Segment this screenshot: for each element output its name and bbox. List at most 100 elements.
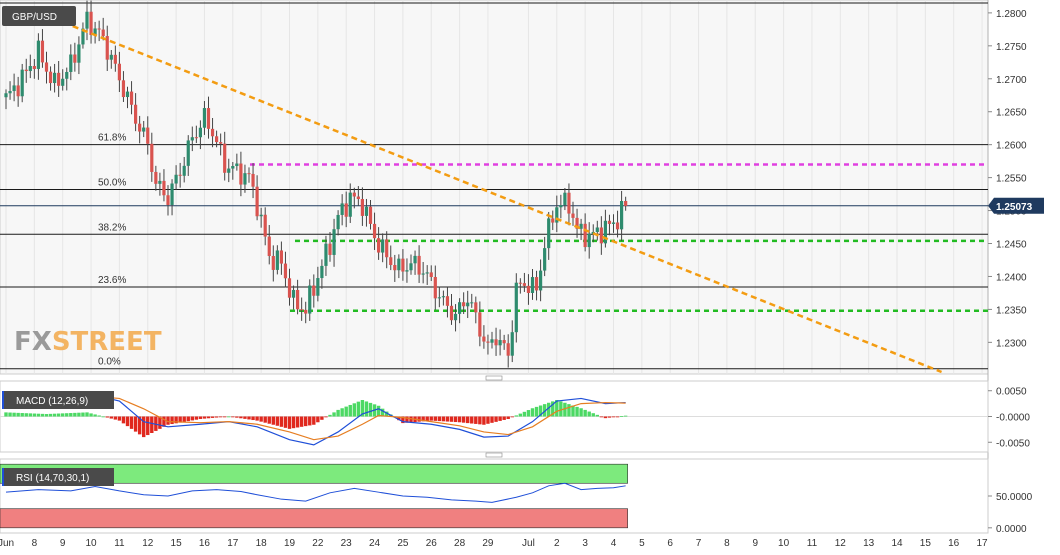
macd-histogram-bar <box>69 413 73 417</box>
macd-histogram-bar <box>380 408 385 417</box>
candle-down <box>279 250 283 264</box>
macd-histogram-bar <box>8 412 12 417</box>
macd-histogram-bar <box>587 411 591 417</box>
candle-up <box>453 313 458 321</box>
candle-down <box>101 29 105 37</box>
candle-up <box>490 339 494 343</box>
macd-histogram-bar <box>65 413 69 417</box>
candle-down <box>433 276 437 299</box>
candle-down <box>474 302 478 313</box>
candle-up <box>348 192 352 217</box>
macd-histogram-bar <box>239 416 243 419</box>
macd-histogram-bar <box>591 413 595 417</box>
rsi-label[interactable]: RSI (14,70,30,1) <box>2 468 114 486</box>
x-tick-label: 15 <box>171 538 183 549</box>
macd-histogram-bar <box>32 413 37 417</box>
rsi-overbought-band <box>0 463 628 484</box>
candle-up <box>198 127 202 138</box>
macd-histogram-bar <box>182 416 186 422</box>
macd-histogram-bar <box>575 406 579 417</box>
macd-histogram-bar <box>360 400 365 417</box>
macd-histogram-bar <box>567 404 571 417</box>
candle-up <box>340 203 344 215</box>
macd-histogram-bar <box>194 416 199 420</box>
macd-histogram-bar <box>478 416 482 425</box>
macd-histogram-bar <box>259 416 263 422</box>
candle-up <box>4 93 8 98</box>
macd-histogram-bar <box>295 416 300 428</box>
macd-label-text: MACD (12,26,9) <box>16 396 88 407</box>
candle-up <box>170 183 174 205</box>
macd-histogram-bar <box>170 416 174 425</box>
candle-up <box>332 229 336 255</box>
macd-histogram-bar <box>16 412 20 417</box>
candle-down <box>97 28 101 30</box>
x-tick-label: 12 <box>835 538 847 549</box>
candle-down <box>312 285 316 296</box>
y-tick-label: 1.2400 <box>996 272 1027 283</box>
candle-down <box>255 186 259 217</box>
candle-up <box>182 165 186 176</box>
macd-histogram-bar <box>24 413 28 417</box>
macd-histogram-bar <box>429 416 433 421</box>
macd-histogram-bar <box>401 416 405 424</box>
macd-histogram-bar <box>526 410 531 417</box>
macd-histogram-bar <box>77 412 81 417</box>
macd-label[interactable]: MACD (12,26,9) <box>2 391 114 409</box>
macd-histogram-bar <box>425 416 429 421</box>
x-tick-label: 2 <box>554 538 560 549</box>
candle-up <box>620 200 624 230</box>
macd-histogram-bar <box>40 413 45 417</box>
candle-up <box>81 28 85 45</box>
macd-histogram-bar <box>336 409 340 417</box>
x-tick-label: 17 <box>227 538 239 549</box>
candle-down <box>377 238 381 253</box>
candle-down <box>506 343 510 356</box>
candle-down <box>287 278 292 298</box>
panel-resize-handle[interactable] <box>485 452 503 458</box>
macd-histogram-bar <box>356 401 361 417</box>
candle-up <box>158 180 162 184</box>
candle-down <box>129 91 134 105</box>
macd-histogram-bar <box>150 416 154 433</box>
macd-histogram-bar <box>52 413 57 417</box>
candle-up <box>458 302 462 314</box>
x-tick-label: 5 <box>639 538 645 549</box>
macd-histogram-bar <box>316 416 320 423</box>
candle-up <box>441 296 445 298</box>
candle-down <box>247 173 251 175</box>
candle-up <box>498 340 502 346</box>
candle-down <box>502 340 506 344</box>
candle-up <box>547 218 551 249</box>
candle-up <box>563 192 567 206</box>
macd-histogram-bar <box>607 416 612 418</box>
macd-histogram-bar <box>445 416 450 422</box>
horizontal-levels <box>0 163 988 312</box>
macd-histogram-bar <box>599 416 604 418</box>
macd-histogram-bar <box>457 416 462 423</box>
x-tick-label: 10 <box>778 538 790 549</box>
x-tick-label: 11 <box>807 538 818 549</box>
rsi-oversold-band <box>0 508 628 529</box>
candle-up <box>12 85 16 92</box>
candle-up <box>579 223 583 229</box>
macd-histogram-bar <box>619 416 624 417</box>
candle-up <box>611 222 616 224</box>
candle-down <box>615 222 620 230</box>
symbol-label[interactable]: GBP/USD <box>2 6 76 26</box>
candle-down <box>389 257 393 266</box>
candle-up <box>405 270 409 272</box>
macd-histogram-bar <box>623 415 628 417</box>
macd-histogram-bar <box>263 416 267 423</box>
candle-up <box>510 332 514 356</box>
candle-up <box>275 250 279 270</box>
candle-down <box>146 127 150 144</box>
macd-histogram-bar <box>583 409 587 417</box>
macd-histogram-bar <box>48 413 53 417</box>
x-tick-label: 4 <box>611 538 617 549</box>
panel-resize-handle[interactable] <box>485 375 503 381</box>
symbol-text: GBP/USD <box>12 12 57 23</box>
macd-histogram-bar <box>385 411 389 417</box>
macd-histogram-bar <box>166 416 170 425</box>
macd-histogram-bar <box>121 416 126 424</box>
